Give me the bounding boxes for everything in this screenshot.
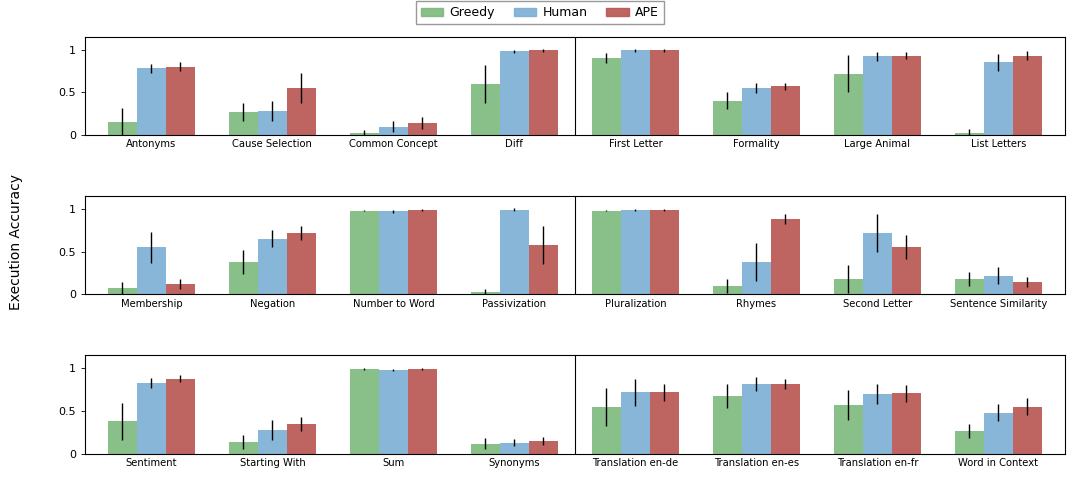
Bar <box>621 210 650 295</box>
Bar <box>137 383 166 454</box>
Bar <box>471 292 500 295</box>
Bar <box>379 370 408 454</box>
Bar <box>984 62 1013 135</box>
Bar <box>379 127 408 135</box>
Bar <box>984 413 1013 454</box>
Bar <box>229 442 258 454</box>
Bar <box>229 112 258 135</box>
Bar <box>258 239 287 295</box>
Bar <box>742 262 771 295</box>
Bar <box>892 56 921 135</box>
Bar <box>955 132 984 135</box>
Bar <box>621 50 650 135</box>
Bar <box>955 279 984 295</box>
Bar <box>742 384 771 454</box>
Bar <box>863 394 892 454</box>
Bar <box>137 69 166 135</box>
Bar <box>500 210 529 295</box>
Bar <box>984 276 1013 295</box>
Bar <box>592 211 621 295</box>
Bar <box>742 88 771 135</box>
Bar <box>258 111 287 135</box>
Bar <box>834 405 863 454</box>
Bar <box>108 122 137 135</box>
Bar <box>650 392 679 454</box>
Bar <box>713 396 742 454</box>
Bar <box>892 246 921 295</box>
Bar <box>471 84 500 135</box>
Bar <box>771 86 800 135</box>
Legend: Greedy, Human, APE: Greedy, Human, APE <box>416 1 664 25</box>
Bar <box>771 219 800 295</box>
Bar <box>379 212 408 295</box>
Bar <box>592 58 621 135</box>
Bar <box>258 430 287 454</box>
Bar <box>713 286 742 295</box>
Bar <box>229 262 258 295</box>
Bar <box>408 210 437 295</box>
Bar <box>108 421 137 454</box>
Bar <box>955 431 984 454</box>
Bar <box>108 288 137 295</box>
Bar <box>529 441 558 454</box>
Bar <box>834 279 863 295</box>
Bar <box>500 443 529 454</box>
Text: Execution Accuracy: Execution Accuracy <box>10 173 23 310</box>
Bar <box>1013 407 1042 454</box>
Bar <box>713 101 742 135</box>
Bar <box>137 247 166 295</box>
Bar <box>166 379 195 454</box>
Bar <box>166 67 195 135</box>
Bar <box>650 50 679 135</box>
Bar <box>863 233 892 295</box>
Bar <box>621 392 650 454</box>
Bar <box>408 123 437 135</box>
Bar <box>529 50 558 135</box>
Bar <box>863 57 892 135</box>
Bar <box>350 211 379 295</box>
Bar <box>287 88 316 135</box>
Bar <box>650 210 679 295</box>
Bar <box>166 284 195 295</box>
Bar <box>592 407 621 454</box>
Bar <box>1013 282 1042 295</box>
Bar <box>771 384 800 454</box>
Bar <box>408 369 437 454</box>
Bar <box>500 51 529 135</box>
Bar <box>287 233 316 295</box>
Bar <box>350 132 379 135</box>
Bar <box>529 245 558 295</box>
Bar <box>287 424 316 454</box>
Bar <box>350 369 379 454</box>
Bar <box>1013 56 1042 135</box>
Bar <box>834 73 863 135</box>
Bar <box>892 393 921 454</box>
Bar <box>471 443 500 454</box>
